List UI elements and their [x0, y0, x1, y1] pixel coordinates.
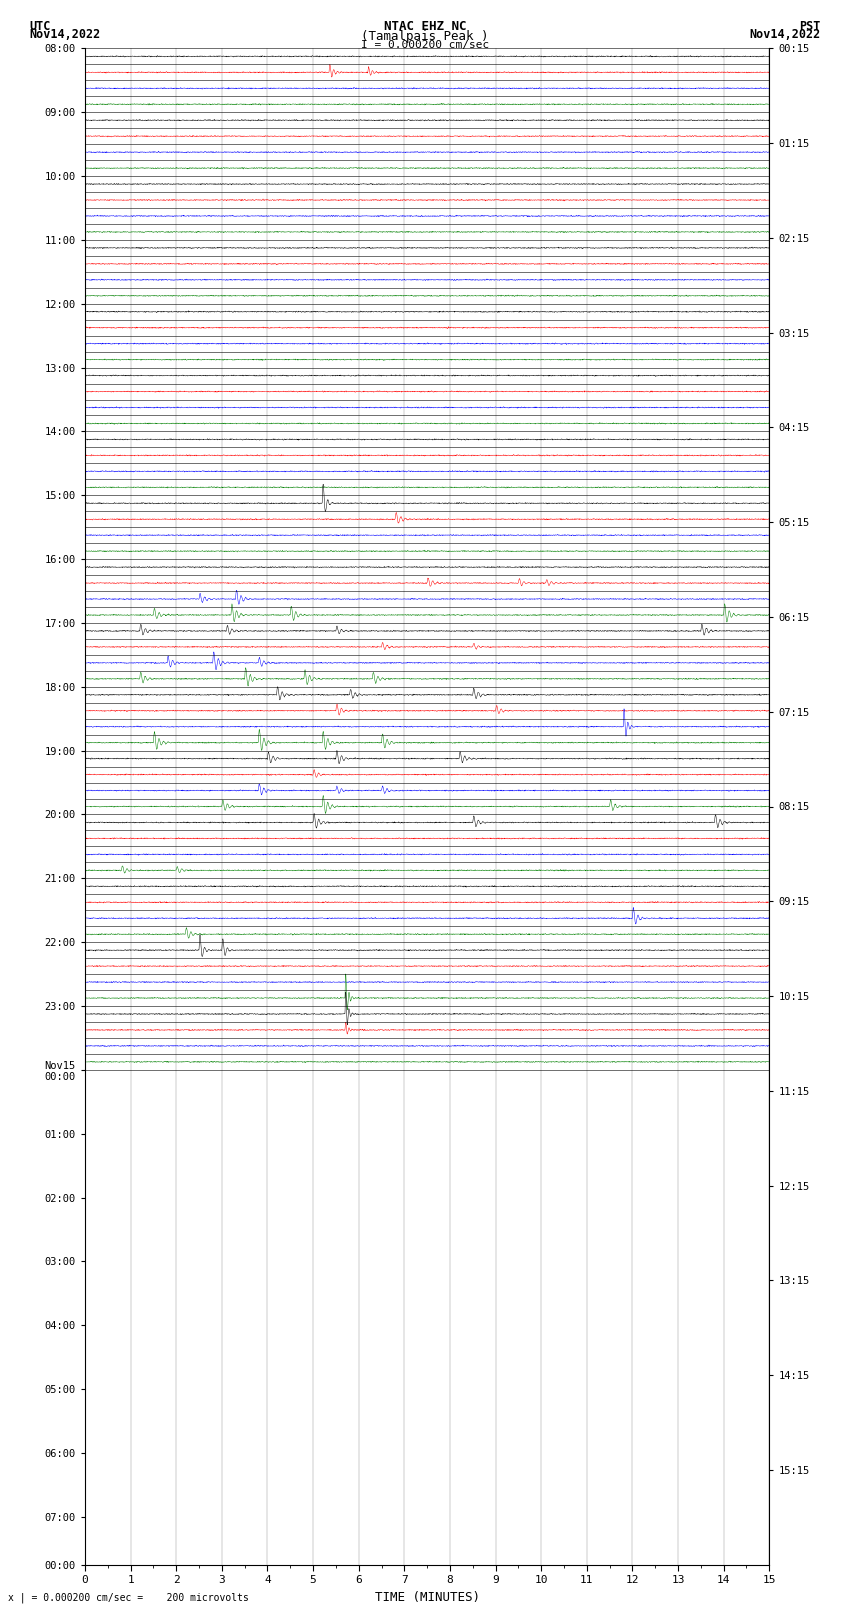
Text: (Tamalpais Peak ): (Tamalpais Peak ): [361, 31, 489, 44]
Text: I = 0.000200 cm/sec: I = 0.000200 cm/sec: [361, 39, 489, 50]
X-axis label: TIME (MINUTES): TIME (MINUTES): [375, 1590, 479, 1603]
Text: PST: PST: [799, 19, 820, 34]
Text: UTC: UTC: [30, 19, 51, 34]
Text: Nov14,2022: Nov14,2022: [749, 29, 820, 42]
Text: Nov14,2022: Nov14,2022: [30, 29, 101, 42]
Text: NTAC EHZ NC: NTAC EHZ NC: [383, 19, 467, 34]
Text: x | = 0.000200 cm/sec =    200 microvolts: x | = 0.000200 cm/sec = 200 microvolts: [8, 1592, 249, 1603]
